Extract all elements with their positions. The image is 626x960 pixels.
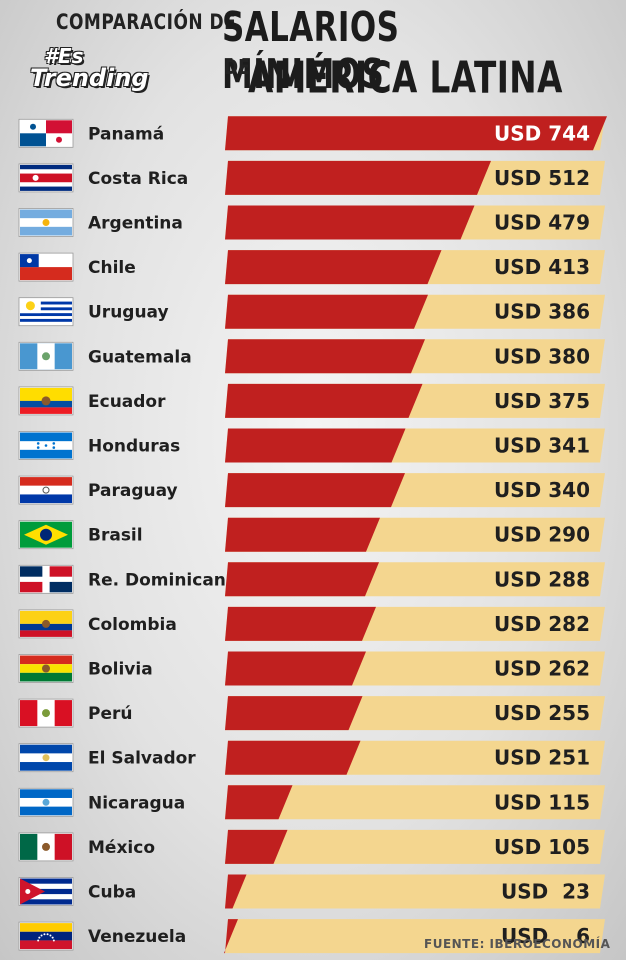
country-label: Brasil — [88, 526, 143, 546]
value-label: USD 386 — [494, 300, 590, 324]
country-label: Colombia — [88, 615, 177, 635]
colombia-flag-icon — [18, 609, 74, 639]
country-label: Re. Dominicana — [88, 570, 237, 590]
value-label: USD 288 — [494, 567, 590, 591]
ecuador-flag-icon — [18, 386, 74, 416]
salary-bar — [225, 205, 475, 240]
salary-bar — [225, 339, 425, 374]
cuba-flag-icon — [18, 877, 74, 906]
title-main-line2: AMÉRICA LATINA — [248, 52, 563, 103]
country-label: El Salvador — [88, 749, 196, 769]
value-label: USD 251 — [494, 746, 590, 770]
salary-bar — [225, 294, 428, 329]
country-label: Perú — [88, 704, 132, 724]
bar-track — [225, 829, 605, 864]
el-salvador-flag-icon — [18, 743, 74, 773]
value-label: USD 115 — [494, 790, 590, 814]
country-label: Bolivia — [88, 660, 153, 680]
title-prefix: COMPARACIÓN DE — [56, 10, 237, 35]
peru-flag-icon — [18, 698, 74, 728]
value-label: USD 290 — [494, 523, 590, 547]
value-label: USD 341 — [494, 434, 590, 458]
value-label: USD 282 — [494, 612, 590, 636]
country-label: Costa Rica — [88, 169, 188, 189]
salary-bar — [225, 517, 380, 552]
value-label: USD 105 — [494, 835, 590, 859]
mexico-flag-icon — [18, 832, 74, 862]
uruguay-flag-icon — [18, 297, 74, 327]
value-label: USD 512 — [494, 166, 590, 190]
salary-bar — [225, 473, 405, 508]
value-label: USD 340 — [494, 478, 590, 502]
value-label: USD 262 — [494, 657, 590, 681]
salary-bar — [225, 250, 442, 285]
country-label: Nicaragua — [88, 793, 185, 813]
country-label: Honduras — [88, 437, 180, 457]
value-label: USD 375 — [494, 389, 590, 413]
title-main-line1: SALARIOS MÍNIMOS — [222, 4, 400, 99]
value-label: USD 479 — [494, 211, 590, 235]
salary-bar — [225, 740, 361, 775]
logo-hashtag: #Es — [44, 44, 84, 68]
bar-track — [225, 874, 605, 909]
salary-bar — [225, 383, 423, 418]
source-note: FUENTE: IBEROECONOMÍA — [424, 937, 611, 951]
salary-bar — [225, 874, 247, 909]
bolivia-flag-icon — [18, 654, 74, 683]
country-label: Guatemala — [88, 347, 192, 367]
bar-track — [225, 785, 605, 820]
salary-bar — [225, 160, 491, 195]
value-label: USD 255 — [494, 701, 590, 725]
salary-bar — [225, 696, 363, 731]
title-connector: DE — [224, 56, 250, 80]
country-label: Venezuela — [88, 927, 186, 947]
honduras-flag-icon — [18, 431, 74, 460]
logo-word: Trending — [30, 64, 149, 92]
salary-bar — [225, 116, 607, 151]
argentina-flag-icon — [18, 208, 74, 237]
costa-rica-flag-icon — [18, 163, 74, 193]
paraguay-flag-icon — [18, 475, 74, 505]
country-label: Uruguay — [88, 303, 169, 323]
country-label: México — [88, 838, 155, 858]
salary-bar — [225, 428, 406, 463]
salary-bar — [225, 562, 379, 597]
country-label: Cuba — [88, 883, 136, 903]
value-label: USD 413 — [494, 255, 590, 279]
country-label: Argentina — [88, 214, 183, 234]
venezuela-flag-icon — [18, 921, 74, 951]
dominican-republic-flag-icon — [18, 564, 74, 594]
salary-bar — [225, 829, 288, 864]
salary-bar — [224, 919, 238, 954]
chile-flag-icon — [18, 252, 74, 282]
es-trending-logo: #Es Trending — [28, 44, 158, 102]
header: COMPARACIÓN DE SALARIOS MÍNIMOS DE AMÉRI… — [0, 0, 626, 110]
nicaragua-flag-icon — [18, 787, 74, 817]
salary-bar — [225, 606, 376, 641]
value-label: USD 380 — [494, 344, 590, 368]
guatemala-flag-icon — [18, 341, 74, 371]
value-label: USD 744 — [494, 121, 590, 145]
bar-track — [225, 919, 605, 954]
panama-flag-icon — [18, 118, 74, 148]
salary-bar — [225, 651, 366, 686]
value-label: USD 23 — [501, 880, 590, 904]
salary-bar — [225, 785, 293, 820]
value-label: USD 6 — [501, 924, 590, 948]
brasil-flag-icon — [18, 520, 74, 550]
country-label: Paraguay — [88, 481, 178, 501]
country-label: Chile — [88, 258, 136, 278]
country-label: Panamá — [88, 124, 164, 144]
country-label: Ecuador — [88, 392, 166, 412]
